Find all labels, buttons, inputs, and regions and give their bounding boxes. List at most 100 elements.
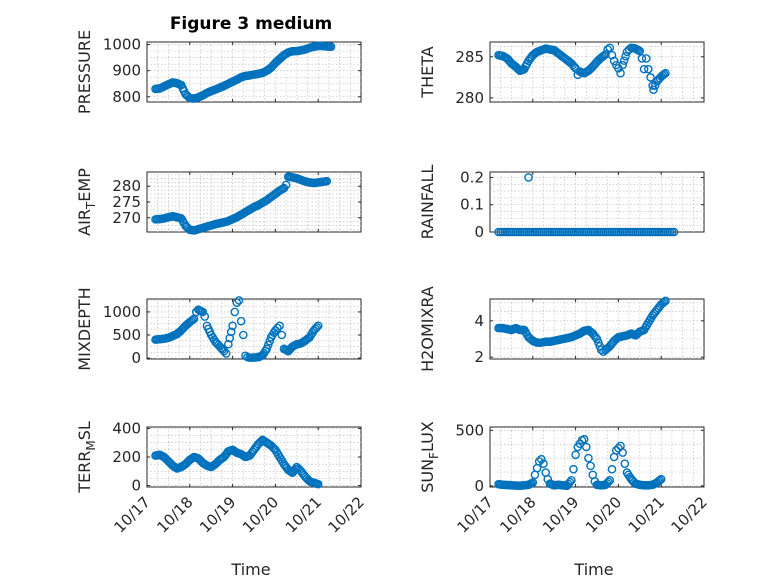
y-tick-label: 4: [474, 312, 484, 330]
x-tick-label: 10/19: [539, 493, 582, 536]
data-point: [539, 459, 548, 468]
data-point: [659, 297, 669, 307]
data-point: [230, 307, 240, 317]
data-point: [635, 46, 645, 56]
data-point: [604, 477, 613, 487]
data-point: [200, 312, 210, 321]
y-axis-label: THETA: [418, 46, 437, 98]
data-point: [565, 477, 575, 487]
y-tick-label: 0: [131, 349, 141, 367]
data-markers: [151, 41, 336, 103]
data-markers: [151, 296, 323, 362]
data-point: [277, 330, 287, 340]
grid-lines: [490, 172, 704, 232]
y-axis-label: H2OMIXRA: [418, 286, 437, 372]
data-point: [644, 64, 653, 74]
data-markers: [494, 173, 679, 237]
axes-box: [489, 171, 705, 233]
y-axis-label: AIRTEMP: [75, 168, 98, 236]
x-tick-label: 10/20: [582, 493, 625, 536]
data-point: [275, 321, 284, 331]
data-point: [661, 68, 670, 78]
data-point: [524, 173, 533, 182]
figure-title: Figure 3 medium: [170, 14, 332, 34]
y-tick-label: 0: [131, 477, 141, 495]
subplot-terr_msl: 10/17 10/18 10/19 10/20 10/21 10/22 0 200 400 TER…: [75, 419, 368, 579]
grid-lines: [490, 427, 704, 487]
data-point: [601, 50, 610, 59]
x-tick-label: 10/20: [239, 493, 282, 536]
data-point: [271, 326, 280, 335]
data-point: [198, 307, 207, 317]
data-markers: [494, 43, 670, 94]
subplot-h2omixra: 2 4 H2OMIXRA: [418, 286, 705, 372]
grid-lines: [490, 42, 704, 102]
subplot-sun_flux: 10/17 10/18 10/19 10/20 10/21 10/22 0 500 SUNFLU…: [418, 421, 711, 579]
data-point: [537, 454, 546, 464]
x-tick-label: 10/18: [496, 493, 539, 536]
data-point: [262, 344, 272, 354]
y-tick-label: 500: [112, 326, 141, 344]
x-tick-label: 10/21: [625, 493, 668, 536]
data-point: [621, 51, 630, 61]
data-markers: [494, 296, 670, 357]
y-tick-label: 280: [455, 89, 484, 107]
y-tick-label: 270: [112, 209, 141, 227]
data-point: [618, 60, 627, 70]
data-point: [322, 176, 332, 186]
data-point: [534, 457, 544, 466]
data-point: [313, 321, 323, 331]
y-tick-label: 280: [112, 177, 141, 195]
data-point: [238, 330, 248, 340]
data-point: [661, 296, 670, 306]
y-tick-label: 285: [455, 48, 484, 66]
x-tick-label: 10/18: [153, 493, 196, 536]
y-axis-label: MIXDEPTH: [75, 287, 94, 370]
data-point: [649, 85, 658, 94]
y-tick-label: 0.2: [460, 168, 484, 186]
data-point: [639, 64, 649, 74]
data-point: [655, 476, 665, 485]
data-point: [312, 323, 322, 332]
data-point: [225, 333, 235, 343]
data-point: [618, 448, 627, 457]
data-point: [226, 327, 236, 337]
data-point: [607, 50, 617, 60]
y-tick-label: 900: [112, 62, 141, 80]
data-point: [571, 450, 580, 460]
data-point: [232, 298, 242, 307]
subplot-rainfall: 0 0.1 0.2 RAINFALL: [418, 165, 705, 241]
y-tick-label: 500: [455, 421, 484, 439]
data-point: [273, 323, 282, 333]
subplot-theta: 280 285 THETA: [418, 41, 705, 107]
y-tick-label: 200: [112, 448, 141, 466]
data-point: [236, 316, 246, 326]
data-point: [605, 43, 615, 53]
data-point: [188, 315, 197, 325]
x-tick-label: 10/19: [196, 493, 239, 536]
data-point: [646, 73, 655, 82]
data-point: [619, 56, 629, 65]
data-point: [603, 45, 613, 54]
x-tick-label: 10/22: [668, 493, 711, 536]
data-point: [605, 476, 615, 485]
data-point: [569, 464, 578, 474]
subplot-mixdepth: 0 500 1000 MIXDEPTH: [75, 287, 362, 371]
y-tick-label: 0: [474, 477, 484, 495]
data-point: [614, 443, 623, 453]
data-point: [582, 442, 591, 452]
data-point: [584, 453, 593, 463]
data-markers: [151, 435, 323, 489]
data-point: [616, 68, 625, 78]
data-markers: [494, 434, 666, 490]
data-point: [609, 56, 619, 66]
y-tick-label: 0: [474, 223, 484, 241]
data-point: [659, 70, 669, 79]
data-point: [567, 476, 576, 485]
data-point: [607, 464, 617, 474]
data-point: [234, 296, 244, 305]
subplot-pressure: 800 900 1000 PRESSURE: [75, 30, 362, 114]
y-axis-label: RAINFALL: [418, 165, 437, 240]
